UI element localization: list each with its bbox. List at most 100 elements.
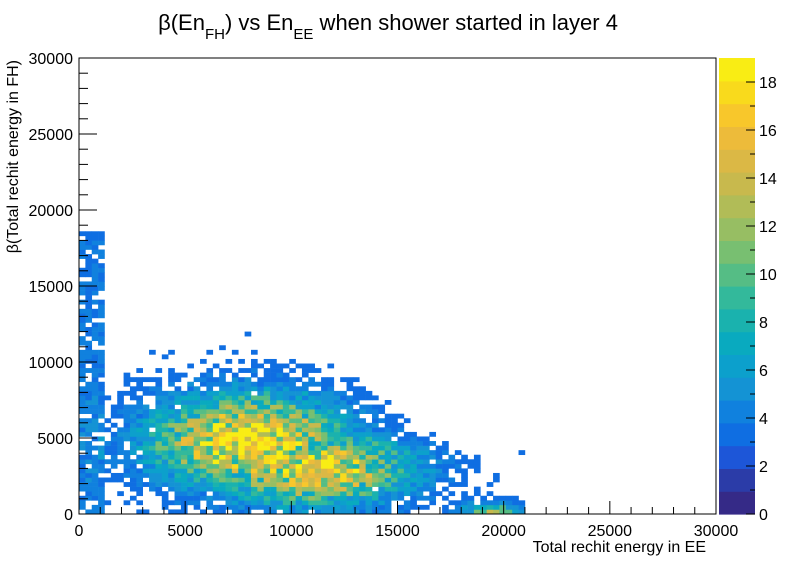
heatmap-cell (123, 422, 131, 428)
heatmap-cell (352, 427, 360, 433)
heatmap-cell (180, 463, 188, 469)
heatmap-cell (321, 418, 328, 424)
heatmap-cell (117, 445, 124, 451)
heatmap-cell (193, 445, 201, 451)
heatmap-cell (276, 381, 284, 387)
heatmap-cell (422, 468, 430, 474)
heatmap-cell (410, 477, 417, 483)
heatmap-cell (168, 400, 175, 405)
heatmap-cell (174, 459, 182, 465)
heatmap-cell (91, 313, 99, 319)
heatmap-cell (174, 495, 182, 501)
heatmap-cell (327, 395, 335, 401)
heatmap-cell (193, 463, 201, 469)
heatmap-cell (219, 368, 226, 373)
heatmap-cell (391, 486, 398, 492)
heatmap-cell (129, 441, 137, 446)
heatmap-cell (79, 459, 86, 465)
heatmap-cell (295, 436, 303, 442)
heatmap-cell (384, 436, 392, 442)
heatmap-cell (454, 468, 462, 474)
heatmap-cell (250, 482, 258, 487)
heatmap-cell (91, 468, 99, 474)
heatmap-cell (289, 441, 296, 446)
heatmap-cell (308, 504, 315, 510)
heatmap-cell (250, 368, 258, 373)
heatmap-cell (187, 427, 194, 433)
heatmap-cell (161, 468, 169, 474)
heatmap-cell (85, 267, 93, 273)
heatmap-cell (257, 413, 265, 419)
heatmap-cell (231, 454, 239, 460)
x-tick-label: 15000 (375, 523, 420, 540)
heatmap-cell (85, 254, 93, 259)
heatmap-cell (276, 427, 284, 433)
heatmap-cell (333, 427, 341, 433)
heatmap-cell (391, 422, 398, 428)
heatmap-cell (410, 468, 417, 474)
heatmap-cell (314, 504, 322, 510)
heatmap-cell (486, 504, 494, 510)
heatmap-cell (301, 441, 309, 446)
heatmap-cell (352, 468, 360, 474)
heatmap-cell (295, 395, 303, 401)
heatmap-cell (333, 390, 341, 396)
heatmap-cell (142, 441, 150, 446)
heatmap-cell (372, 454, 379, 460)
heatmap-cell (174, 390, 182, 396)
heatmap-cell (416, 472, 424, 478)
heatmap-cell (200, 395, 207, 401)
heatmap-cell (212, 450, 220, 456)
heatmap-cell (314, 445, 322, 451)
heatmap-cell (104, 445, 112, 451)
heatmap-cell (85, 390, 93, 396)
heatmap-cell (79, 317, 86, 323)
heatmap-cell (429, 500, 437, 506)
heatmap-cell (276, 450, 284, 456)
heatmap-cell (136, 422, 143, 428)
chart-title: β(EnFH) vs EnEE when shower started in l… (158, 10, 618, 43)
heatmap-cell (231, 482, 239, 487)
heatmap-cell (85, 477, 93, 483)
heatmap-cell (79, 363, 86, 369)
heatmap-cell (110, 459, 118, 465)
heatmap-cell (155, 491, 163, 497)
heatmap-cell (282, 509, 290, 515)
heatmap-cell (435, 459, 443, 465)
heatmap-cell (79, 240, 86, 246)
heatmap-cell (321, 436, 328, 442)
heatmap-cell (187, 409, 194, 414)
heatmap-cell (136, 509, 143, 515)
heatmap-cell (225, 418, 233, 424)
heatmap-cell (142, 509, 150, 515)
heatmap-cell (403, 441, 411, 446)
heatmap-cell (79, 267, 86, 273)
heatmap-cell (193, 500, 201, 506)
heatmap-cell (136, 409, 143, 414)
heatmap-cell (79, 418, 86, 424)
heatmap-cell (129, 395, 137, 401)
heatmap-cell (161, 390, 169, 396)
heatmap-cell (480, 500, 487, 506)
heatmap-cell (155, 477, 163, 483)
heatmap-cell (219, 441, 226, 446)
heatmap-cell (200, 486, 207, 492)
heatmap-cell (110, 404, 118, 410)
heatmap-cell (98, 276, 105, 282)
heatmap-cell (282, 472, 290, 478)
heatmap-cell (250, 395, 258, 401)
heatmap-cell (225, 445, 233, 451)
heatmap-cell (314, 495, 322, 501)
heatmap-cell (219, 390, 226, 396)
heatmap-cell (270, 500, 277, 506)
heatmap-cell (85, 368, 93, 373)
heatmap-cell (282, 454, 290, 460)
heatmap-cell (155, 418, 163, 424)
heatmap-cell (480, 509, 487, 515)
heatmap-cell (79, 386, 86, 392)
heatmap-cell (403, 436, 411, 442)
heatmap-cell (244, 509, 252, 515)
heatmap-cell (206, 486, 214, 492)
heatmap-cell (276, 459, 284, 465)
heatmap-cell (276, 413, 284, 419)
